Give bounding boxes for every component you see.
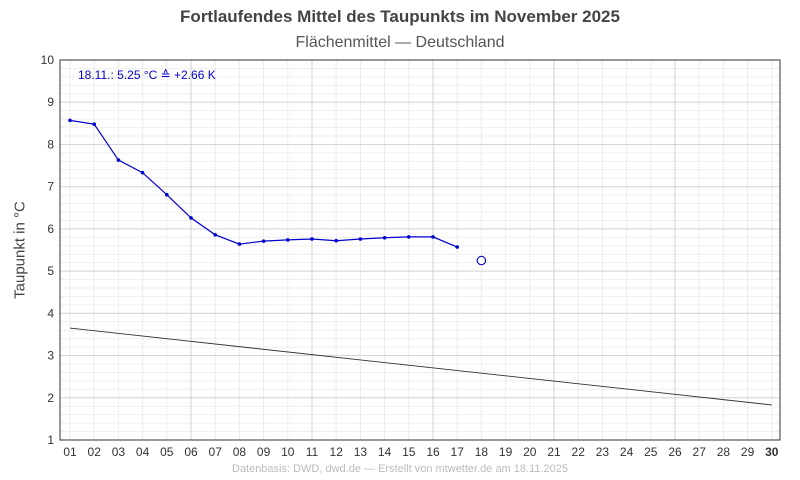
- running-mean-point: [407, 235, 411, 239]
- x-tick-label: 25: [644, 445, 658, 459]
- running-mean-point: [189, 216, 193, 220]
- x-tick-label: 08: [233, 445, 247, 459]
- x-tick-label: 14: [378, 445, 392, 459]
- x-tick-label: 26: [668, 445, 682, 459]
- x-tick-label: 02: [88, 445, 102, 459]
- y-tick-label: 9: [47, 95, 54, 109]
- x-tick-label: 24: [620, 445, 634, 459]
- reference-line: [69, 327, 772, 406]
- y-tick-label: 3: [47, 349, 54, 363]
- x-tick-labels: 01 02 03 04 05 06 07 08 09 10 11 12 13 14 15 16 17 18 19 20…: [63, 445, 778, 459]
- y-tick-label: 7: [47, 180, 54, 194]
- running-mean-point: [165, 192, 169, 197]
- series-layer: [68, 118, 772, 406]
- running-mean-point: [358, 237, 363, 241]
- running-mean-point: [286, 238, 290, 242]
- chart-title: Fortlaufendes Mittel des Taupunkts im No…: [180, 7, 620, 26]
- running-mean-point: [92, 122, 96, 126]
- x-tick-label: 06: [184, 445, 198, 459]
- x-tick-label: 22: [572, 445, 586, 459]
- running-mean-point: [310, 237, 314, 241]
- x-tick-label: 21: [547, 445, 561, 459]
- running-mean-point: [116, 158, 121, 162]
- x-tick-label: 13: [354, 445, 368, 459]
- running-mean-point: [382, 235, 387, 240]
- x-tick-label: 17: [451, 445, 465, 459]
- x-tick-label: 16: [426, 445, 440, 459]
- x-tick-label: 11: [306, 445, 319, 459]
- x-tick-label: 15: [402, 445, 416, 459]
- chart-subtitle: Flächenmittel — Deutschland: [295, 34, 505, 51]
- major-grid: [60, 59, 780, 441]
- minor-grid: [60, 59, 780, 441]
- x-tick-label: 23: [596, 445, 610, 459]
- plot-frame: [59, 59, 781, 441]
- running-mean-point: [237, 242, 242, 246]
- x-tick-label: 18: [475, 445, 489, 459]
- y-tick-label: 1: [47, 433, 54, 447]
- x-tick-label: 01: [63, 445, 77, 459]
- y-tick-label: 10: [41, 53, 55, 67]
- y-tick-label: 6: [47, 222, 54, 236]
- x-tick-label: 04: [136, 445, 150, 459]
- running-mean-point: [455, 245, 460, 249]
- x-tick-label: 10: [281, 445, 295, 459]
- x-tick-label: 19: [499, 445, 513, 459]
- y-tick-labels: 1 2 3 4 5 6 7 8 9 10: [41, 53, 55, 447]
- x-tick-label: 27: [693, 445, 707, 459]
- x-tick-label: 09: [257, 445, 271, 459]
- y-tick-label: 5: [47, 264, 54, 278]
- y-tick-label: 4: [47, 306, 54, 320]
- running-mean-point: [68, 118, 72, 123]
- current-value-annotation: 18.11.: 5.25 °C ≙ +2.66 K: [78, 68, 216, 82]
- y-tick-label: 8: [47, 137, 54, 151]
- data-source-footer: Datenbasis: DWD, dwd.de — Erstellt von m…: [231, 463, 569, 475]
- running-mean-point: [261, 239, 266, 243]
- current-value-point: [476, 255, 487, 266]
- x-tick-label: 03: [112, 445, 126, 459]
- running-mean-point: [431, 235, 435, 239]
- x-tick-label: 29: [741, 445, 755, 459]
- x-tick-label: 07: [209, 445, 223, 459]
- x-tick-label: 20: [523, 445, 537, 459]
- x-tick-label: 05: [160, 445, 174, 459]
- x-tick-label: 12: [330, 445, 344, 459]
- x-tick-label: 30: [765, 445, 779, 459]
- x-tick-label: 28: [717, 445, 731, 459]
- y-tick-label: 2: [47, 391, 54, 405]
- running-mean-point: [140, 170, 145, 175]
- running-mean-point: [334, 238, 339, 243]
- running-mean-point: [213, 233, 217, 237]
